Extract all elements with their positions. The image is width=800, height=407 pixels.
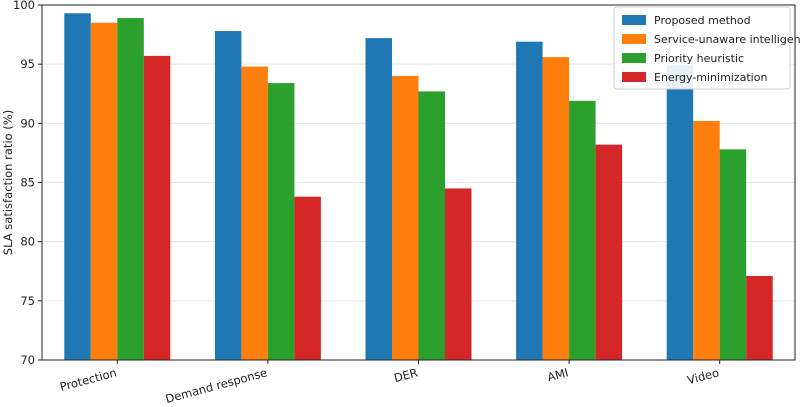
bar-der-series-1 <box>365 38 392 361</box>
y-tick-label: 85 <box>20 176 35 190</box>
bar-ami-series-3 <box>569 100 596 360</box>
legend-label: Service-unaware intelligent <box>654 33 800 46</box>
legend-box <box>613 6 791 90</box>
y-tick-label: 95 <box>20 57 35 71</box>
y-tick-label: 90 <box>20 116 35 130</box>
y-tick-label: 70 <box>20 353 35 367</box>
legend-label: Energy-minimization <box>654 71 767 84</box>
bar-protection-series-2 <box>90 22 118 360</box>
x-tick-label: Demand response <box>164 365 269 403</box>
bar-der-series-4 <box>445 188 472 360</box>
bar-der-series-2 <box>392 76 419 360</box>
bar-video-series-2 <box>693 120 720 360</box>
legend: Proposed method Service-unaware intellige… <box>613 6 800 90</box>
x-tick-label: AMI <box>546 365 570 384</box>
bar-video-series-3 <box>719 149 747 360</box>
y-tick-label: 80 <box>20 235 35 249</box>
y-axis-label: SLA satisfaction ratio (%) <box>1 110 15 255</box>
legend-label: Priority heuristic <box>654 52 744 65</box>
bar-ami-series-4 <box>595 144 623 360</box>
bar-video-series-1 <box>666 65 694 360</box>
bar-ami-series-1 <box>516 41 543 360</box>
legend-swatch <box>622 53 646 63</box>
x-tick-label: Video <box>686 365 721 387</box>
bar-protection-series-4 <box>143 55 171 361</box>
bar-demand-response-series-1 <box>214 31 242 361</box>
bar-protection-series-3 <box>117 18 144 361</box>
bar-demand-response-series-4 <box>294 196 321 360</box>
bar-der-series-3 <box>418 91 445 360</box>
bar-video-series-4 <box>746 275 773 360</box>
bar-demand-response-series-2 <box>241 66 268 361</box>
bar-protection-series-1 <box>64 13 91 361</box>
legend-swatch <box>622 72 646 82</box>
bar-ami-series-2 <box>542 57 570 361</box>
y-tick-label: 75 <box>20 294 35 308</box>
x-tick-label: DER <box>392 365 419 385</box>
bar-demand-response-series-3 <box>267 83 295 360</box>
x-axis-ticks: Protection Demand response DER AMI Video <box>58 360 721 406</box>
legend-label: Proposed method <box>654 14 751 27</box>
y-tick-label: 100 <box>13 0 35 12</box>
bars <box>64 13 773 361</box>
y-axis-ticks: 70 75 80 85 90 95 100 <box>13 0 42 367</box>
legend-swatch <box>622 15 646 25</box>
legend-swatch <box>622 34 646 44</box>
x-tick-label: Protection <box>58 365 118 394</box>
